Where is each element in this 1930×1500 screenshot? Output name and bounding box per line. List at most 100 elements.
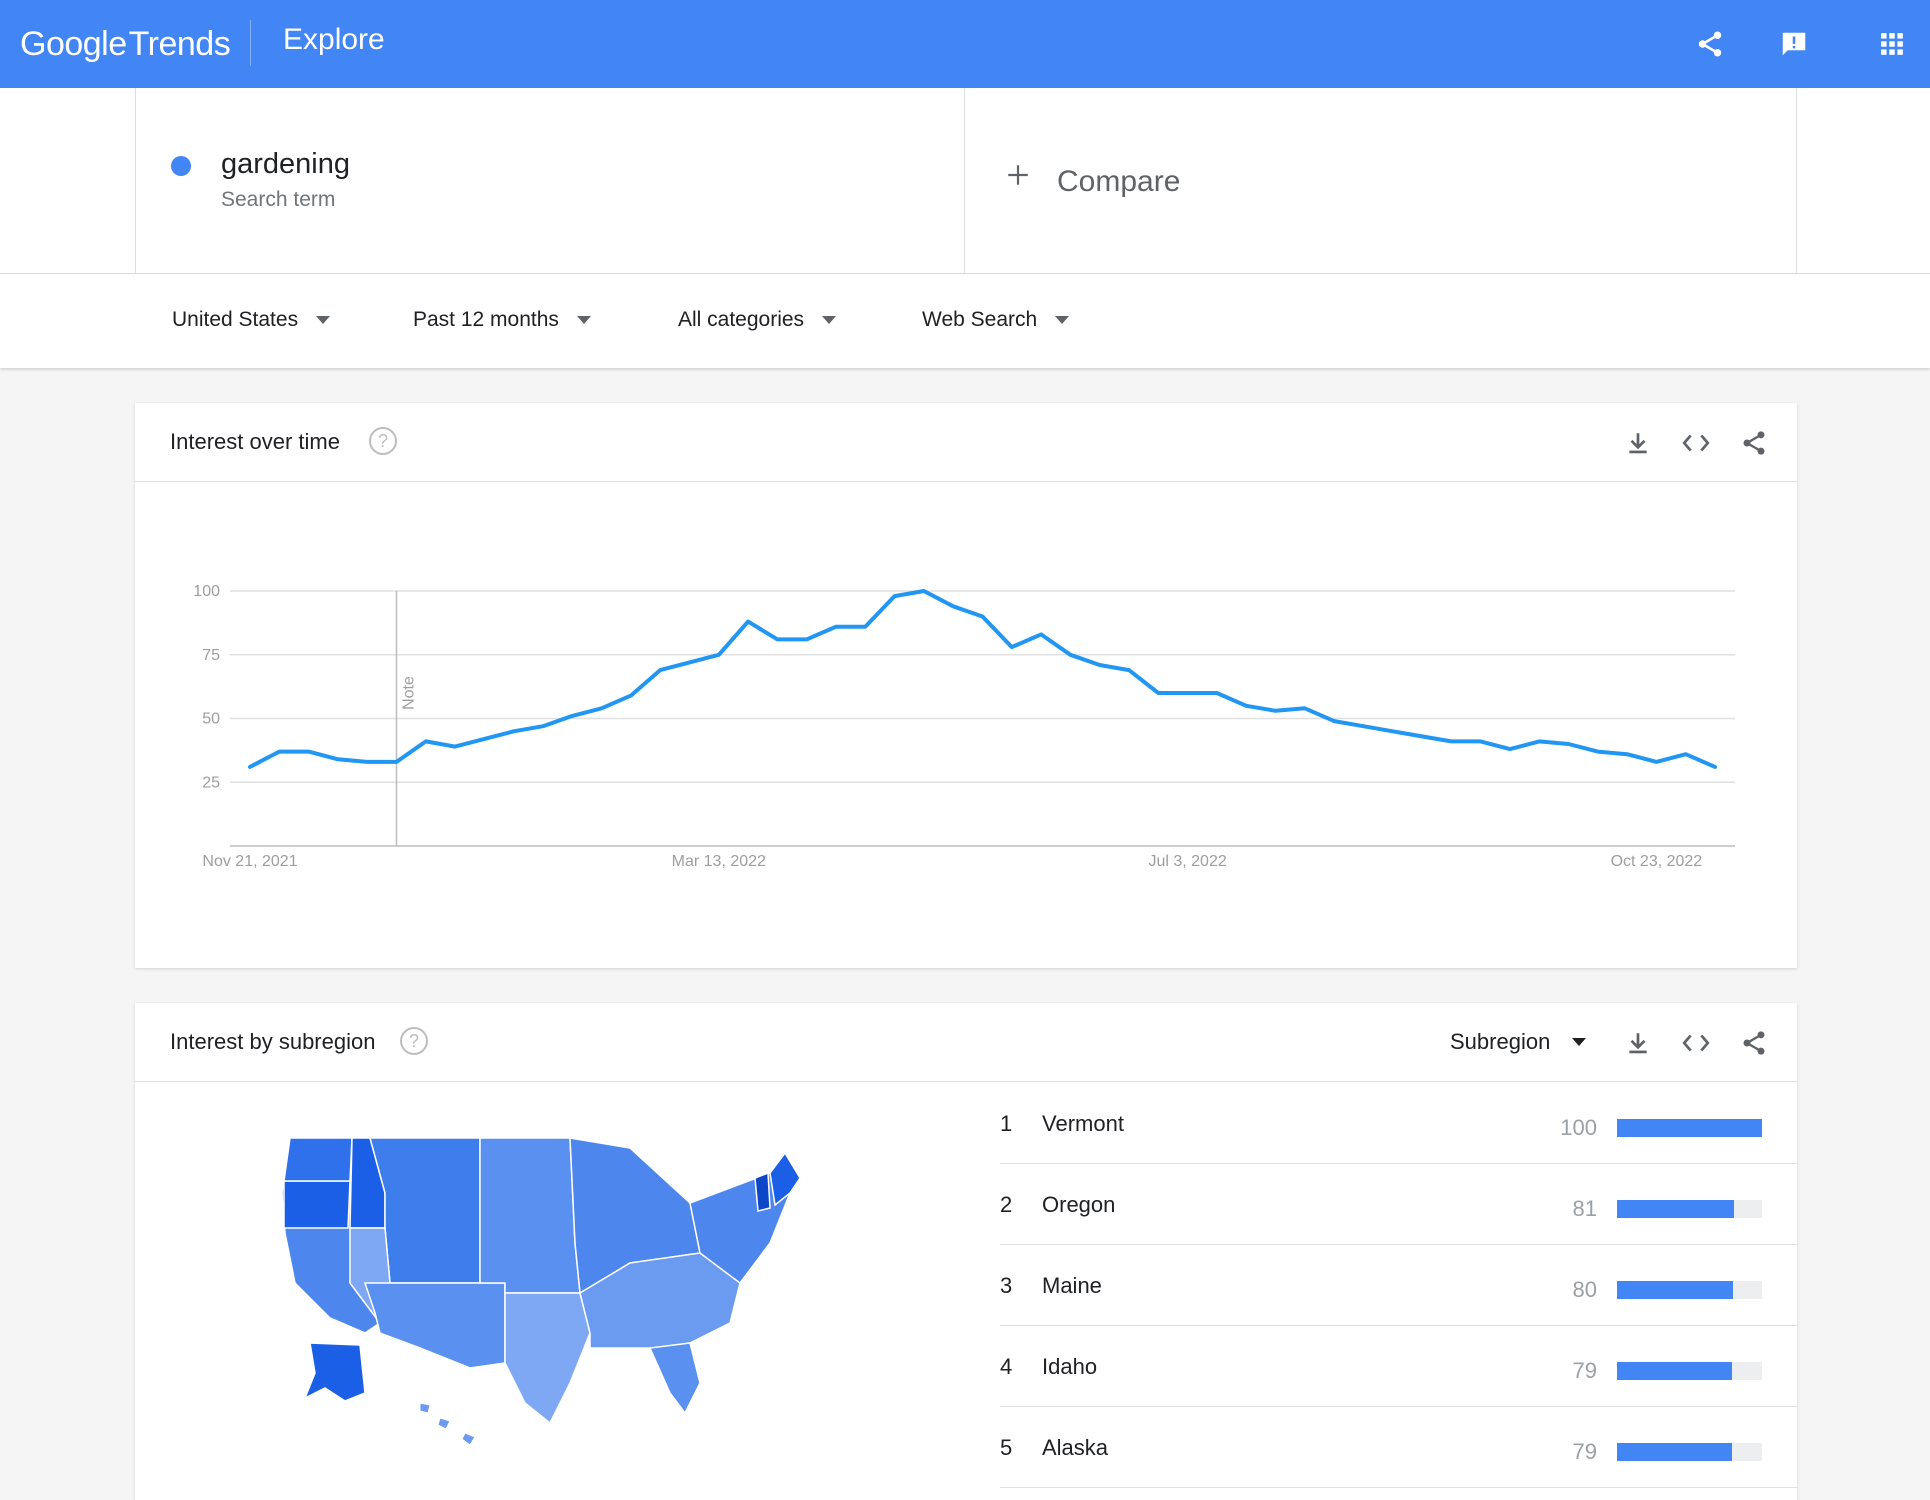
map-region-southwest[interactable] [363, 1282, 506, 1369]
rank-bar-fill [1617, 1200, 1735, 1218]
map-region-maine[interactable] [769, 1151, 801, 1207]
share-icon[interactable] [1736, 425, 1772, 461]
feedback-icon[interactable] [1772, 22, 1816, 66]
x-tick-label: Oct 23, 2022 [1611, 853, 1703, 870]
apps-icon[interactable] [1870, 22, 1914, 66]
rank-region-name: Vermont [1042, 1111, 1124, 1136]
rank-bar-track [1617, 1200, 1762, 1218]
map-region-washington[interactable] [283, 1137, 353, 1182]
card-title: Interest by subregion [170, 1029, 376, 1054]
rank-region-name: Maine [1042, 1273, 1102, 1298]
share-icon[interactable] [1688, 22, 1732, 66]
list-item[interactable]: 5 Alaska 79 [1000, 1407, 1797, 1488]
rank-bar-fill [1617, 1119, 1762, 1137]
map-region-vermont[interactable] [754, 1171, 771, 1212]
search-terms-panel: gardening Search term Compare [0, 88, 1930, 274]
map-region-texas[interactable] [504, 1292, 591, 1425]
rank-value: 79 [1572, 1358, 1597, 1383]
x-tick-label: Jul 3, 2022 [1148, 853, 1226, 870]
subregion-ranking-list: 1 Vermont 100 2 Oregon 81 3 Maine 80 4 I… [1000, 1083, 1797, 1488]
share-icon[interactable] [1736, 1025, 1772, 1061]
compare-button[interactable]: Compare [965, 88, 1797, 274]
x-tick-label: Mar 13, 2022 [672, 853, 766, 870]
logo-trends-text: Trends [128, 25, 231, 63]
embed-icon[interactable] [1678, 425, 1714, 461]
interest-line-chart: Note 25 50 75 100 Nov 21, 2021 Mar 13, 2022 Ju… [193, 583, 1735, 870]
caret-down-icon [576, 316, 591, 324]
property-filter-label: Web Search [922, 308, 1038, 331]
logo-google-text: Google [20, 25, 127, 63]
rank-value: 80 [1572, 1277, 1597, 1302]
rank-region-name: Oregon [1042, 1192, 1116, 1217]
resolution-label: Subregion [1450, 1029, 1551, 1054]
list-item[interactable]: 4 Idaho 79 [1000, 1326, 1797, 1407]
rank-bar-track [1617, 1119, 1762, 1137]
rank-number: 2 [1000, 1192, 1013, 1217]
series-line-gardening[interactable] [248, 589, 1717, 769]
card-title: Interest over time [170, 429, 340, 454]
rank-bar-fill [1617, 1362, 1732, 1380]
y-tick-label: 25 [202, 774, 220, 791]
caret-down-icon [1055, 316, 1070, 324]
google-trends-logo[interactable]: GoogleTrends [20, 24, 231, 64]
rank-bar-track [1617, 1281, 1762, 1299]
time-filter-label: Past 12 months [413, 308, 559, 331]
map-region-hawaii[interactable] [419, 1402, 476, 1446]
property-filter-dropdown[interactable]: Web Search [922, 308, 1070, 332]
top-bar: GoogleTrends Explore [0, 0, 1930, 88]
map-region-plains[interactable] [479, 1137, 581, 1294]
filter-bar: United States Past 12 months All categor… [0, 274, 1930, 368]
x-tick-label: Nov 21, 2021 [202, 853, 297, 870]
y-tick-label: 50 [202, 711, 220, 728]
rank-number: 1 [1000, 1111, 1013, 1136]
rank-value: 81 [1572, 1196, 1597, 1221]
time-filter-dropdown[interactable]: Past 12 months [413, 308, 591, 332]
caret-down-icon [316, 316, 331, 324]
category-filter-label: All categories [678, 308, 805, 331]
rank-region-name: Idaho [1042, 1354, 1098, 1379]
page-title: Explore [283, 23, 385, 56]
rank-bar-track [1617, 1362, 1762, 1380]
download-icon[interactable] [1620, 1025, 1656, 1061]
help-icon[interactable]: ? [369, 427, 397, 455]
list-item[interactable]: 3 Maine 80 [1000, 1245, 1797, 1326]
region-filter-label: United States [172, 308, 299, 331]
us-choropleth-map[interactable] [270, 1133, 940, 1463]
rank-bar-fill [1617, 1443, 1732, 1461]
y-tick-label: 100 [193, 583, 220, 600]
resolution-dropdown[interactable]: Subregion [1450, 1029, 1587, 1055]
embed-icon[interactable] [1678, 1025, 1714, 1061]
download-icon[interactable] [1620, 425, 1656, 461]
card-header: Interest by subregion ? Subregion [135, 1003, 1797, 1082]
term-color-dot [171, 156, 191, 176]
list-item[interactable]: 1 Vermont 100 [1000, 1083, 1797, 1164]
map-region-alaska[interactable] [303, 1342, 366, 1402]
rank-value: 79 [1572, 1439, 1597, 1464]
y-tick-label: 75 [202, 647, 220, 664]
header-divider [250, 20, 251, 66]
caret-down-icon [822, 316, 837, 324]
card-header: Interest over time ? [135, 403, 1797, 482]
rank-number: 5 [1000, 1435, 1013, 1460]
category-filter-dropdown[interactable]: All categories [678, 308, 837, 332]
rank-number: 4 [1000, 1354, 1013, 1379]
rank-value: 100 [1560, 1115, 1597, 1140]
search-term-card[interactable]: gardening Search term [135, 88, 965, 274]
map-region-florida[interactable] [648, 1342, 701, 1415]
help-icon[interactable]: ? [400, 1027, 428, 1055]
interest-by-subregion-card: Interest by subregion ? Subregion [135, 1003, 1797, 1500]
map-region-oregon[interactable] [283, 1180, 351, 1229]
list-item[interactable]: 2 Oregon 81 [1000, 1164, 1797, 1245]
search-term-type: Search term [221, 188, 336, 211]
rank-region-name: Alaska [1042, 1435, 1109, 1460]
compare-label: Compare [1057, 165, 1181, 198]
plus-icon [1008, 165, 1028, 185]
rank-bar-fill [1617, 1281, 1733, 1299]
note-marker-label[interactable]: Note [401, 676, 418, 710]
interest-over-time-card: Interest over time ? Note 25 50 75 100 Nov 2… [135, 403, 1797, 968]
region-filter-dropdown[interactable]: United States [172, 308, 331, 332]
caret-down-icon [1572, 1038, 1587, 1046]
rank-number: 3 [1000, 1273, 1013, 1298]
rank-bar-track [1617, 1443, 1762, 1461]
search-term-name: gardening [221, 148, 350, 180]
